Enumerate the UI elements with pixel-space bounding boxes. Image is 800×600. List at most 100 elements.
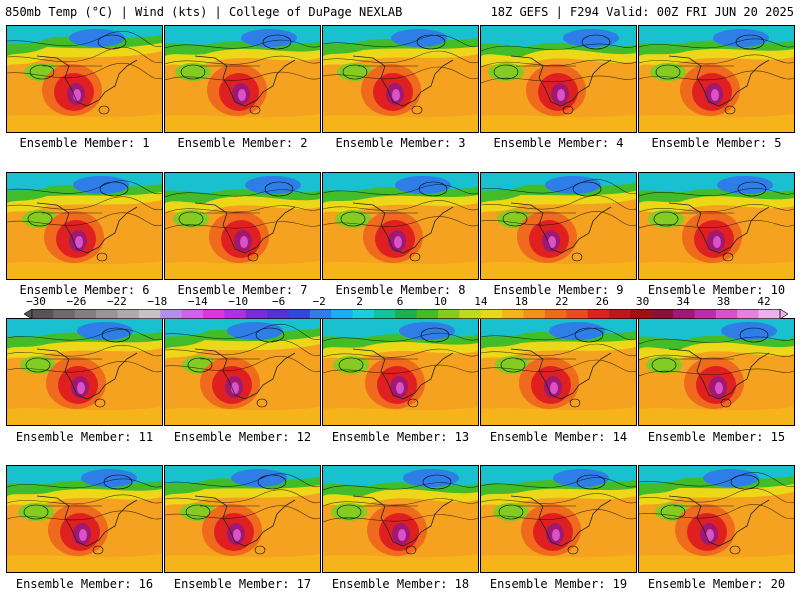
ensemble-member-label: Ensemble Member: 12	[173, 430, 312, 444]
colorbar-swatch	[245, 309, 268, 319]
colorbar-swatch	[673, 309, 696, 319]
colorbar-tick-label: 30	[636, 295, 650, 308]
colorbar-swatch	[74, 309, 97, 319]
map-panel	[480, 172, 637, 280]
colorbar-swatch	[138, 309, 161, 319]
colorbar-swatch	[630, 309, 653, 319]
temperature-field-map	[323, 466, 478, 572]
map-panel	[164, 25, 321, 133]
map-panel	[480, 25, 637, 133]
colorbar-swatch	[459, 309, 482, 319]
ensemble-member-label: Ensemble Member: 18	[331, 577, 470, 591]
temperature-field-map	[639, 173, 794, 279]
colorbar-swatch	[32, 309, 54, 319]
ensemble-member-label: Ensemble Member: 3	[335, 136, 466, 150]
colorbar-swatch	[758, 309, 781, 319]
temperature-field-map	[481, 173, 636, 279]
map-panel	[6, 25, 163, 133]
temperature-field-map	[323, 173, 478, 279]
colorbar-swatch	[566, 309, 589, 319]
colorbar-swatch	[53, 309, 76, 319]
ensemble-member-label: Ensemble Member: 8	[335, 283, 466, 297]
map-panel	[322, 25, 479, 133]
header-left-title: 850mb Temp (°C) | Wind (kts) | College o…	[5, 5, 403, 19]
map-panel	[638, 172, 795, 280]
colorbar-tick-label: 38	[716, 295, 731, 308]
ensemble-member-label: Ensemble Member: 16	[15, 577, 154, 591]
ensemble-member-label: Ensemble Member: 6	[19, 283, 150, 297]
temperature-field-map	[165, 26, 320, 132]
colorbar-tick-label: −14	[187, 295, 208, 308]
colorbar-tick-label: 42	[757, 295, 771, 308]
temperature-field-map	[323, 26, 478, 132]
colorbar-tick-label: 22	[555, 295, 569, 308]
ensemble-member-label: Ensemble Member: 2	[177, 136, 308, 150]
temperature-field-map	[7, 319, 162, 425]
colorbar-tick-label: −22	[106, 295, 127, 308]
colorbar-tick-label: 14	[474, 295, 488, 308]
colorbar-swatch	[331, 309, 354, 319]
ensemble-member-label: Ensemble Member: 11	[15, 430, 154, 444]
colorbar-swatch	[694, 309, 717, 319]
temperature-colorbar	[24, 309, 788, 319]
colorbar-swatch	[715, 309, 738, 319]
ensemble-member-label: Ensemble Member: 10	[647, 283, 786, 297]
colorbar-swatch	[181, 309, 204, 319]
map-panel	[638, 25, 795, 133]
temperature-field-map	[165, 173, 320, 279]
colorbar-tick-label: −30	[26, 295, 46, 308]
colorbar-swatch	[96, 309, 118, 319]
colorbar-swatch	[587, 309, 610, 319]
temperature-field-map	[7, 173, 162, 279]
colorbar-tick-label: 6	[396, 295, 404, 308]
colorbar-swatch	[502, 309, 525, 319]
ensemble-member-label: Ensemble Member: 5	[651, 136, 782, 150]
header-right-title: 18Z GEFS | F294 Valid: 00Z FRI JUN 20 20…	[490, 5, 794, 19]
temperature-field-map	[165, 466, 320, 572]
map-panel	[6, 172, 163, 280]
colorbar-swatch	[117, 309, 140, 319]
colorbar-swatch	[373, 309, 396, 319]
colorbar-swatch	[160, 309, 183, 319]
map-panel	[638, 318, 795, 426]
colorbar-tick-label: −2	[312, 295, 326, 308]
temperature-field-map	[481, 466, 636, 572]
colorbar-tick-label: −6	[272, 295, 286, 308]
temperature-field-map	[639, 26, 794, 132]
colorbar-swatch	[202, 309, 225, 319]
map-panel	[164, 465, 321, 573]
colorbar-tick-label: 18	[514, 295, 528, 308]
colorbar-tick-label: −26	[66, 295, 87, 308]
map-panel	[480, 465, 637, 573]
colorbar-swatch	[651, 309, 674, 319]
colorbar-swatch	[309, 309, 332, 319]
temperature-field-map	[165, 319, 320, 425]
colorbar-swatch	[480, 309, 503, 319]
ensemble-member-label: Ensemble Member: 17	[173, 577, 312, 591]
temperature-field-map	[481, 319, 636, 425]
colorbar-tick-label: −10	[228, 295, 249, 308]
colorbar-swatch	[267, 309, 289, 319]
colorbar-swatch	[416, 309, 439, 319]
colorbar-swatch	[288, 309, 311, 319]
colorbar-swatch	[438, 309, 460, 319]
ensemble-member-label: Ensemble Member: 13	[331, 430, 470, 444]
map-panel	[322, 318, 479, 426]
temperature-field-map	[7, 26, 162, 132]
temperature-field-map	[639, 466, 794, 572]
ensemble-member-label: Ensemble Member: 14	[489, 430, 628, 444]
ensemble-member-label: Ensemble Member: 20	[647, 577, 786, 591]
ensemble-member-label: Ensemble Member: 7	[177, 283, 308, 297]
ensemble-member-label: Ensemble Member: 19	[489, 577, 628, 591]
colorbar-swatch	[737, 309, 760, 319]
ensemble-member-label: Ensemble Member: 1	[19, 136, 150, 150]
map-panel	[164, 318, 321, 426]
colorbar-swatch	[523, 309, 546, 319]
colorbar-tick-label: 10	[433, 295, 448, 308]
map-panel	[480, 318, 637, 426]
map-panel	[638, 465, 795, 573]
map-panel	[322, 465, 479, 573]
colorbar-tick-label: 2	[356, 295, 363, 308]
colorbar-swatch	[609, 309, 631, 319]
colorbar-swatch	[395, 309, 418, 319]
